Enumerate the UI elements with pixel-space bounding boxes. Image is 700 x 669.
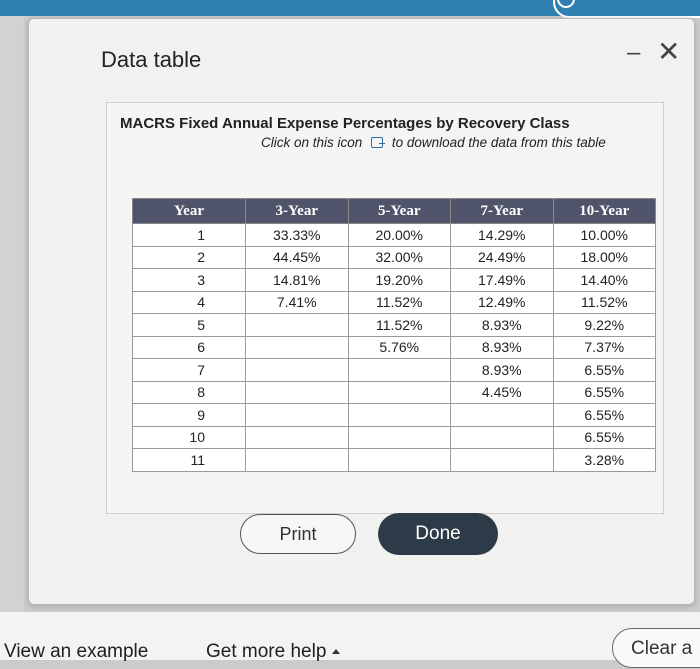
col-header-3-year: 3-Year	[245, 198, 349, 224]
table-row: 6 5.76% 8.93% 7.37%	[132, 335, 656, 359]
table-row: 1 33.33% 20.00% 14.29% 10.00%	[132, 223, 656, 247]
col-header-year: Year	[132, 198, 246, 224]
cell-10-year: 7.37%	[552, 335, 656, 359]
table-row: 2 44.45% 32.00% 24.49% 18.00%	[132, 245, 656, 269]
download-icon[interactable]	[371, 136, 386, 148]
cell-5-year: 20.00%	[347, 223, 451, 247]
cell-year: 10	[132, 425, 246, 449]
cell-5-year	[347, 448, 451, 472]
cell-10-year: 10.00%	[552, 223, 656, 247]
cell-7-year: 24.49%	[450, 245, 554, 269]
instruction-suffix: to download the data from this table	[391, 135, 606, 150]
cell-10-year: 18.00%	[552, 245, 656, 269]
cell-3-year	[245, 425, 349, 449]
table-row: 3 14.81% 19.20% 17.49% 14.40%	[132, 268, 656, 292]
minimize-icon[interactable]: –	[627, 39, 641, 66]
cell-7-year: 14.29%	[450, 223, 554, 247]
cell-year: 1	[132, 223, 246, 247]
caret-up-icon	[332, 649, 341, 655]
cell-year: 8	[132, 380, 246, 404]
cell-5-year	[347, 380, 451, 404]
download-instruction: Click on this icon to download the data …	[261, 135, 661, 150]
top-bar	[0, 0, 700, 16]
cell-7-year	[450, 425, 554, 449]
macrs-table: Year 3-Year 5-Year 7-Year 10-Year 1 33.33…	[132, 198, 656, 472]
cell-3-year: 7.41%	[245, 290, 349, 314]
view-example-link[interactable]: View an example	[4, 641, 148, 663]
cell-3-year	[245, 403, 349, 427]
cell-5-year	[347, 425, 451, 449]
table-row: 7 8.93% 6.55%	[132, 358, 656, 382]
instruction-prefix: Click on this icon	[261, 135, 363, 150]
cell-5-year: 11.52%	[347, 313, 451, 337]
table-row: 8 4.45% 6.55%	[132, 380, 656, 404]
cell-5-year: 11.52%	[347, 290, 451, 314]
cell-7-year	[450, 403, 554, 427]
cell-year: 9	[132, 403, 246, 427]
cell-3-year	[245, 313, 349, 337]
cell-10-year: 9.22%	[552, 313, 656, 337]
cell-10-year: 3.28%	[552, 448, 656, 472]
cell-10-year: 6.55%	[552, 380, 656, 404]
view-example-label: View an example	[4, 641, 149, 662]
cell-3-year	[245, 380, 349, 404]
cell-5-year	[347, 403, 451, 427]
table-row: 4 7.41% 11.52% 12.49% 11.52%	[132, 290, 656, 314]
cell-7-year: 17.49%	[450, 268, 554, 292]
table-row: 5 11.52% 8.93% 9.22%	[132, 313, 656, 337]
table-header-row: Year 3-Year 5-Year 7-Year 10-Year	[132, 198, 656, 224]
get-more-help-label: Get more help	[206, 641, 327, 662]
col-header-5-year: 5-Year	[347, 198, 451, 224]
cell-10-year: 6.55%	[552, 425, 656, 449]
print-button[interactable]: Print	[240, 514, 356, 554]
close-icon[interactable]: ✕	[657, 36, 681, 67]
cell-7-year: 4.45%	[450, 380, 554, 404]
table-row: 10 6.55%	[132, 425, 656, 449]
cell-5-year	[347, 358, 451, 382]
table-row: 11 3.28%	[132, 448, 656, 472]
cell-3-year	[245, 358, 349, 382]
cell-5-year: 5.76%	[347, 335, 451, 359]
cell-5-year: 32.00%	[347, 245, 451, 269]
done-button[interactable]: Done	[378, 513, 498, 555]
table-row: 9 6.55%	[132, 403, 656, 427]
clear-all-button[interactable]: Clear a	[612, 628, 700, 668]
table-panel: MACRS Fixed Annual Expense Percentages b…	[106, 102, 664, 514]
cell-7-year: 8.93%	[450, 335, 554, 359]
cell-year: 11	[132, 448, 246, 472]
cell-3-year	[245, 448, 349, 472]
bottom-bar	[0, 612, 700, 660]
cell-10-year: 6.55%	[552, 403, 656, 427]
cell-3-year: 14.81%	[245, 268, 349, 292]
cell-7-year: 8.93%	[450, 313, 554, 337]
cell-7-year	[450, 448, 554, 472]
cell-3-year: 44.45%	[245, 245, 349, 269]
cell-year: 2	[132, 245, 246, 269]
backdrop-panel	[0, 16, 24, 616]
cell-3-year: 33.33%	[245, 223, 349, 247]
cell-year: 3	[132, 268, 246, 292]
cell-5-year: 19.20%	[347, 268, 451, 292]
cell-10-year: 14.40%	[552, 268, 656, 292]
col-header-7-year: 7-Year	[450, 198, 554, 224]
cell-year: 6	[132, 335, 246, 359]
cell-year: 7	[132, 358, 246, 382]
cell-year: 5	[132, 313, 246, 337]
table-caption: MACRS Fixed Annual Expense Percentages b…	[120, 115, 570, 132]
cell-year: 4	[132, 290, 246, 314]
cell-10-year: 11.52%	[552, 290, 656, 314]
cell-3-year	[245, 335, 349, 359]
cell-7-year: 8.93%	[450, 358, 554, 382]
top-right-button[interactable]	[553, 0, 700, 18]
cell-10-year: 6.55%	[552, 358, 656, 382]
get-more-help-link[interactable]: Get more help	[206, 641, 341, 663]
dialog-title: Data table	[101, 47, 202, 72]
cell-7-year: 12.49%	[450, 290, 554, 314]
col-header-10-year: 10-Year	[552, 198, 656, 224]
